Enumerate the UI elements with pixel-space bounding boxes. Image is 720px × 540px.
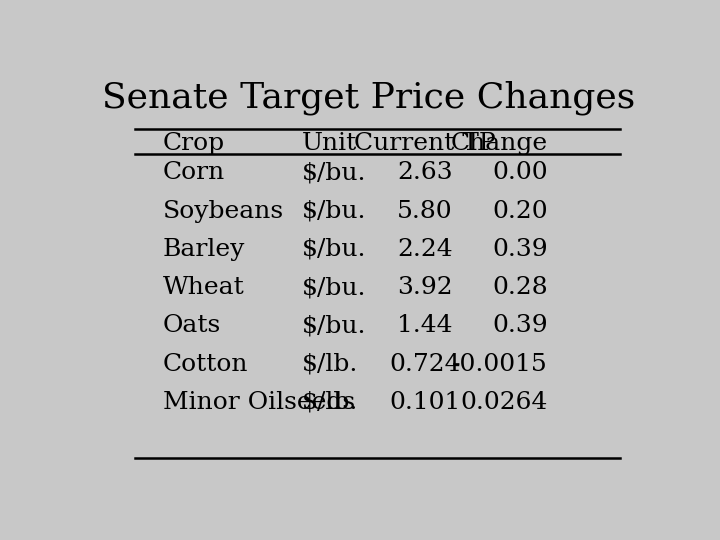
Text: Crop: Crop xyxy=(163,132,225,156)
Text: 0.39: 0.39 xyxy=(492,238,547,261)
Text: $/lb.: $/lb. xyxy=(302,353,359,376)
Text: Unit: Unit xyxy=(302,132,357,156)
Text: $/bu.: $/bu. xyxy=(302,161,366,184)
Text: 0.39: 0.39 xyxy=(492,314,547,338)
Text: 0.101: 0.101 xyxy=(390,391,460,414)
Text: Wheat: Wheat xyxy=(163,276,244,299)
Text: $/bu.: $/bu. xyxy=(302,238,366,261)
Text: 2.63: 2.63 xyxy=(397,161,453,184)
Text: 0.20: 0.20 xyxy=(492,200,547,222)
Text: 0.724: 0.724 xyxy=(389,353,461,376)
Text: Change: Change xyxy=(451,132,547,156)
Text: Current TP: Current TP xyxy=(354,132,495,156)
Text: Senate Target Price Changes: Senate Target Price Changes xyxy=(102,81,636,116)
Text: 0.00: 0.00 xyxy=(492,161,547,184)
Text: 0.28: 0.28 xyxy=(492,276,547,299)
Text: -0.0015: -0.0015 xyxy=(452,353,547,376)
Text: $/lb.: $/lb. xyxy=(302,391,359,414)
Text: Corn: Corn xyxy=(163,161,225,184)
Text: Soybeans: Soybeans xyxy=(163,200,284,222)
Text: Barley: Barley xyxy=(163,238,245,261)
Text: $/bu.: $/bu. xyxy=(302,314,366,338)
Text: Minor Oilseeds: Minor Oilseeds xyxy=(163,391,355,414)
Text: 0.0264: 0.0264 xyxy=(460,391,547,414)
Text: 3.92: 3.92 xyxy=(397,276,453,299)
Text: Oats: Oats xyxy=(163,314,221,338)
Text: $/bu.: $/bu. xyxy=(302,200,366,222)
Text: 5.80: 5.80 xyxy=(397,200,453,222)
Text: $/bu.: $/bu. xyxy=(302,276,366,299)
Text: 1.44: 1.44 xyxy=(397,314,453,338)
Text: Cotton: Cotton xyxy=(163,353,248,376)
Text: 2.24: 2.24 xyxy=(397,238,453,261)
